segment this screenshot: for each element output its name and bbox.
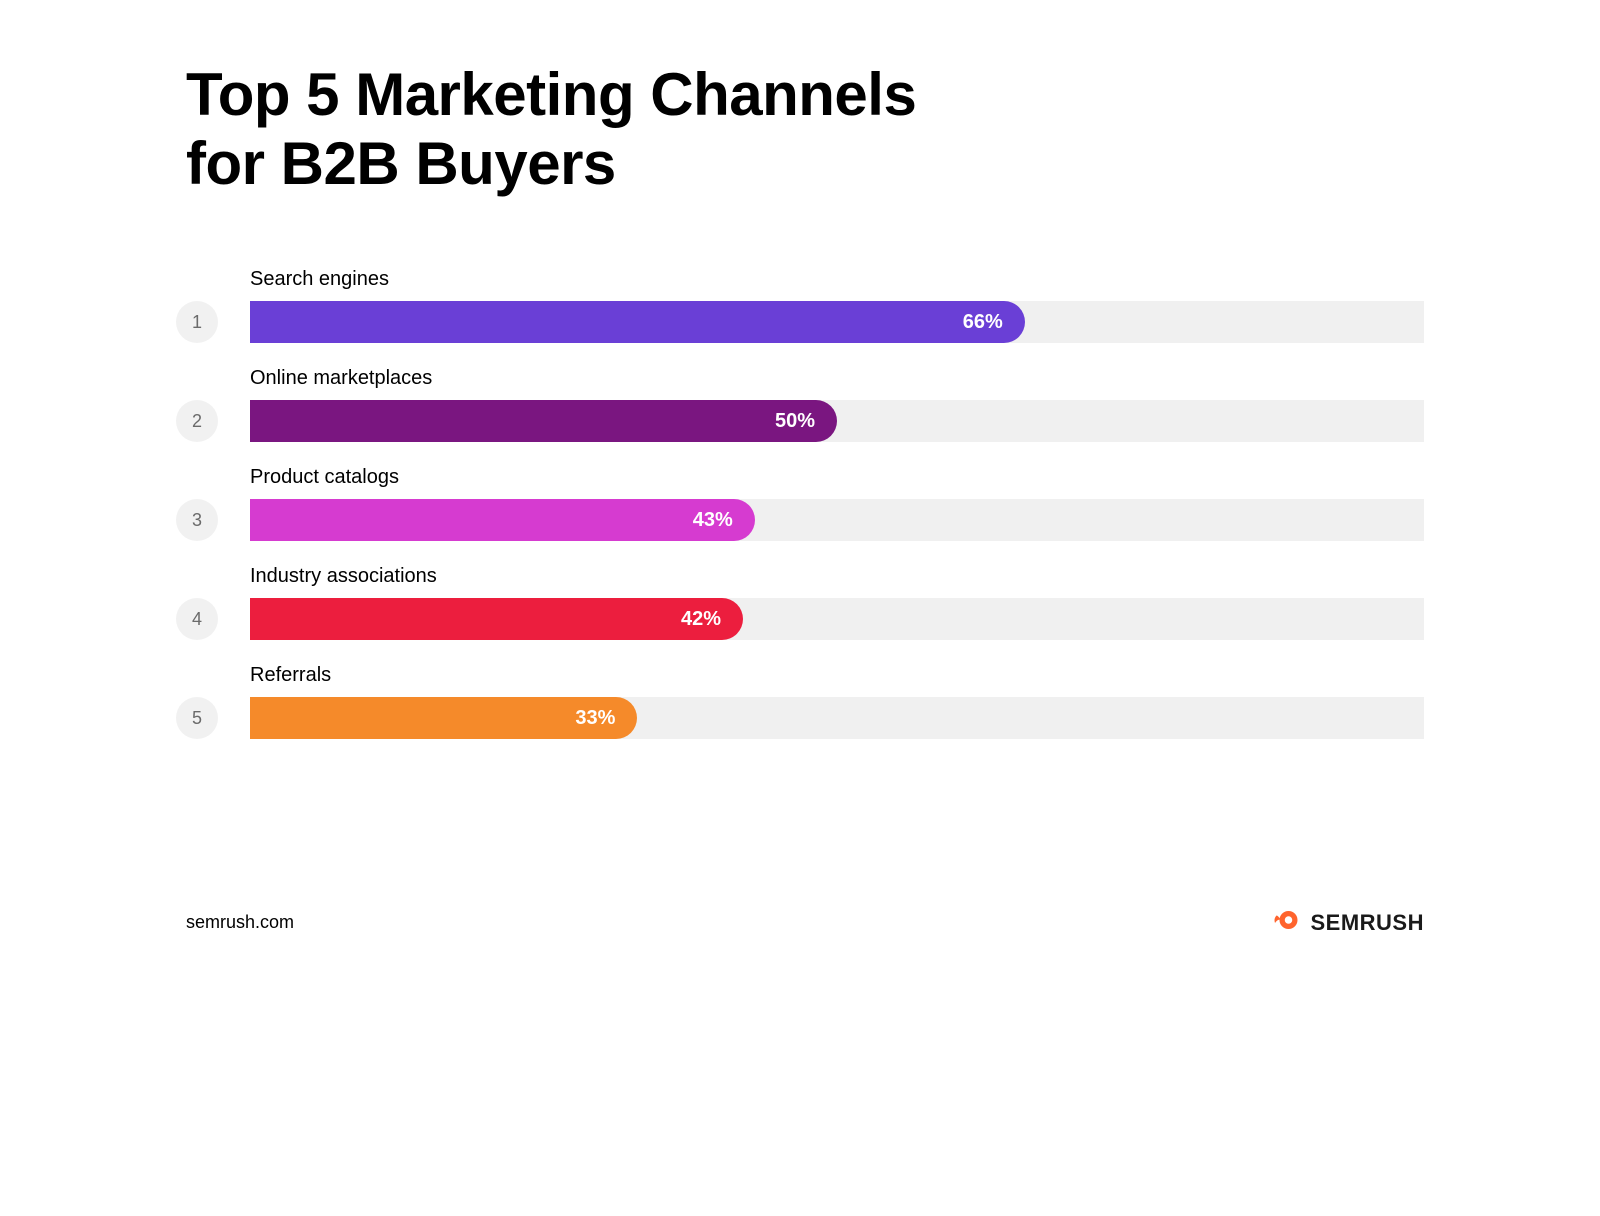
source-text: semrush.com <box>186 912 294 933</box>
bar-group: Product catalogs 43% <box>250 466 1424 541</box>
bar-group: Online marketplaces 50% <box>250 367 1424 442</box>
bar-chart: 1 Search engines 66% 2 Online marketplac… <box>176 268 1424 739</box>
bar-track: 42% <box>250 598 1424 640</box>
semrush-logo-text: SEMRUSH <box>1310 910 1424 936</box>
bar-fill: 42% <box>250 598 743 640</box>
chart-row: 3 Product catalogs 43% <box>176 466 1424 541</box>
rank-badge: 5 <box>176 697 218 739</box>
bar-fill: 33% <box>250 697 637 739</box>
chart-row: 4 Industry associations 42% <box>176 565 1424 640</box>
infographic-container: Top 5 Marketing Channelsfor B2B Buyers 1… <box>176 0 1424 950</box>
bar-track: 33% <box>250 697 1424 739</box>
bar-label: Product catalogs <box>250 466 1424 489</box>
bar-group: Industry associations 42% <box>250 565 1424 640</box>
bar-group: Referrals 33% <box>250 664 1424 739</box>
rank-badge: 2 <box>176 400 218 442</box>
chart-row: 2 Online marketplaces 50% <box>176 367 1424 442</box>
bar-track: 50% <box>250 400 1424 442</box>
chart-row: 5 Referrals 33% <box>176 664 1424 739</box>
semrush-fire-icon <box>1272 905 1302 940</box>
bar-fill: 50% <box>250 400 837 442</box>
bar-label: Online marketplaces <box>250 367 1424 390</box>
bar-track: 66% <box>250 301 1424 343</box>
bar-label: Industry associations <box>250 565 1424 588</box>
chart-row: 1 Search engines 66% <box>176 268 1424 343</box>
chart-title: Top 5 Marketing Channelsfor B2B Buyers <box>186 60 1424 198</box>
semrush-logo: SEMRUSH <box>1272 905 1424 940</box>
rank-badge: 3 <box>176 499 218 541</box>
rank-badge: 4 <box>176 598 218 640</box>
bar-track: 43% <box>250 499 1424 541</box>
bar-group: Search engines 66% <box>250 268 1424 343</box>
rank-badge: 1 <box>176 301 218 343</box>
bar-fill: 43% <box>250 499 755 541</box>
bar-fill: 66% <box>250 301 1025 343</box>
bar-label: Search engines <box>250 268 1424 291</box>
bar-label: Referrals <box>250 664 1424 687</box>
footer: semrush.com SEMRUSH <box>186 905 1424 940</box>
